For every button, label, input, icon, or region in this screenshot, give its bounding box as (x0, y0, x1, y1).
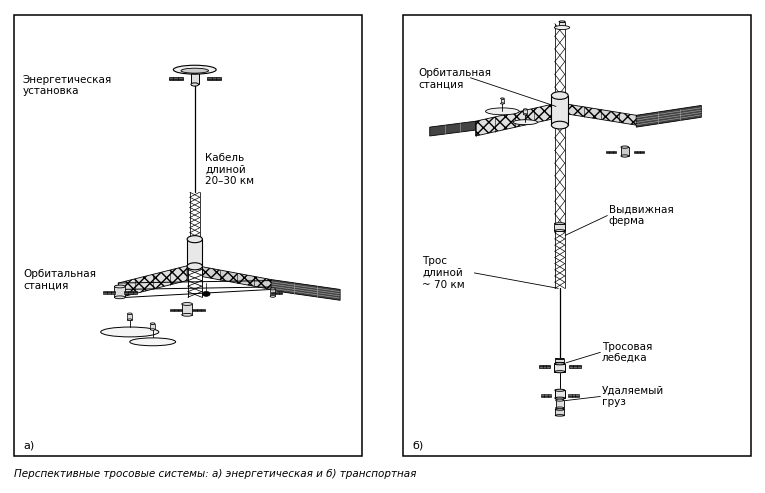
Polygon shape (566, 104, 636, 125)
Ellipse shape (151, 329, 155, 330)
Ellipse shape (555, 358, 565, 359)
Ellipse shape (513, 120, 538, 125)
Ellipse shape (552, 121, 568, 129)
Ellipse shape (151, 323, 155, 324)
Ellipse shape (555, 389, 565, 391)
Ellipse shape (555, 26, 570, 30)
Text: Кабель
длиной
20–30 км: Кабель длиной 20–30 км (205, 153, 254, 186)
Bar (187, 239, 203, 266)
Bar (569, 365, 581, 368)
Text: Орбитальная
станция: Орбитальная станция (418, 68, 491, 90)
Ellipse shape (115, 285, 125, 288)
Ellipse shape (523, 114, 527, 115)
Ellipse shape (555, 415, 565, 416)
Bar (568, 394, 579, 397)
Text: б): б) (412, 440, 424, 450)
Bar (170, 309, 182, 311)
Text: Удаляемый
груз: Удаляемый груз (602, 386, 664, 407)
Bar (552, 96, 568, 125)
Text: Тросовая
лебедка: Тросовая лебедка (602, 342, 653, 363)
Bar (115, 286, 125, 297)
Ellipse shape (115, 296, 125, 299)
Bar (270, 289, 275, 296)
Bar (128, 314, 132, 319)
Ellipse shape (555, 371, 565, 373)
Text: Перспективные тросовые системы: а) энергетическая и б) транспортная: Перспективные тросовые системы: а) энерг… (14, 469, 416, 479)
Ellipse shape (555, 397, 565, 399)
Ellipse shape (128, 313, 132, 315)
Bar (633, 151, 643, 153)
Bar (207, 77, 221, 80)
Ellipse shape (181, 68, 209, 73)
Bar (182, 304, 193, 315)
Polygon shape (636, 106, 702, 127)
Ellipse shape (182, 314, 193, 316)
Bar (103, 291, 116, 294)
Ellipse shape (191, 83, 199, 86)
Ellipse shape (555, 409, 565, 410)
Bar (555, 359, 565, 363)
Ellipse shape (191, 70, 199, 74)
Bar (193, 309, 205, 311)
Ellipse shape (555, 223, 565, 224)
Polygon shape (476, 104, 554, 136)
Text: Энергетическая
установка: Энергетическая установка (23, 74, 112, 96)
Polygon shape (119, 266, 187, 298)
Bar (403, 15, 751, 456)
Ellipse shape (523, 109, 527, 110)
Polygon shape (203, 267, 272, 289)
Ellipse shape (128, 319, 132, 320)
Ellipse shape (486, 108, 519, 115)
Bar (539, 365, 550, 368)
Ellipse shape (270, 288, 275, 290)
Ellipse shape (500, 103, 504, 104)
Ellipse shape (555, 362, 565, 363)
Ellipse shape (270, 295, 275, 297)
Ellipse shape (555, 399, 564, 401)
Ellipse shape (174, 65, 216, 74)
Ellipse shape (559, 27, 565, 28)
Bar (125, 291, 137, 294)
Bar (271, 292, 282, 294)
Text: Трос
длиной
~ 70 км: Трос длиной ~ 70 км (422, 256, 465, 289)
Bar (621, 147, 629, 156)
Bar (169, 77, 183, 80)
Polygon shape (272, 280, 340, 300)
Ellipse shape (187, 263, 203, 270)
Bar (14, 15, 362, 456)
Bar (191, 72, 199, 84)
Ellipse shape (555, 363, 565, 365)
Ellipse shape (552, 92, 568, 100)
Bar (555, 390, 565, 398)
Text: Выдвижная
ферма: Выдвижная ферма (609, 205, 674, 226)
Bar (523, 109, 527, 114)
Bar (500, 99, 504, 104)
Ellipse shape (203, 291, 210, 296)
Bar (555, 364, 565, 372)
Polygon shape (430, 121, 476, 136)
Ellipse shape (559, 21, 565, 22)
Ellipse shape (101, 327, 159, 337)
Bar (541, 394, 552, 397)
Ellipse shape (555, 407, 564, 409)
Ellipse shape (621, 146, 629, 148)
Text: Орбитальная
станция: Орбитальная станция (23, 269, 96, 290)
Text: а): а) (23, 440, 34, 450)
Ellipse shape (621, 155, 629, 157)
Ellipse shape (500, 98, 504, 99)
Ellipse shape (555, 230, 565, 231)
Bar (559, 22, 565, 28)
Ellipse shape (187, 236, 203, 243)
Bar (606, 151, 616, 153)
Ellipse shape (130, 338, 176, 346)
Bar (555, 410, 565, 416)
Bar (555, 400, 564, 408)
Bar (151, 323, 155, 329)
Ellipse shape (182, 303, 193, 305)
Bar (555, 224, 565, 231)
